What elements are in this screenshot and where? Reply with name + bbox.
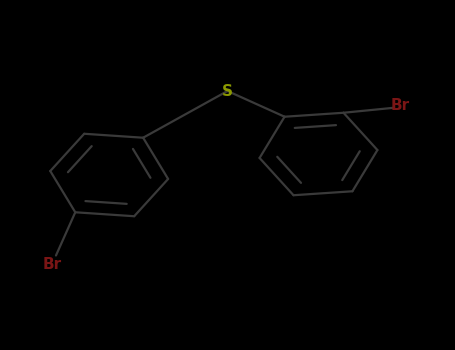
Text: Br: Br — [43, 257, 62, 272]
Text: Br: Br — [391, 98, 410, 112]
Text: S: S — [222, 84, 233, 98]
